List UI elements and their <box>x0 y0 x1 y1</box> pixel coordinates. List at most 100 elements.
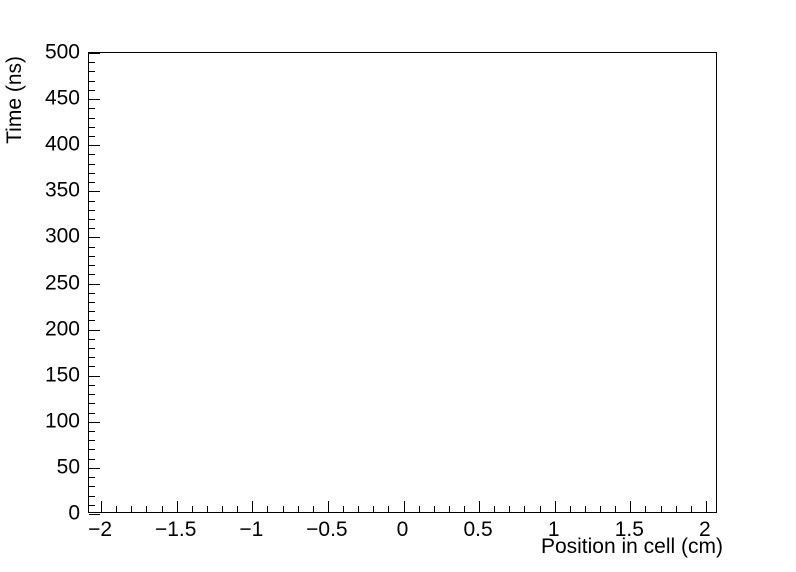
y-axis-minor-tick <box>89 495 95 497</box>
y-axis-tick-label: 150 <box>44 363 80 387</box>
x-axis-major-tick <box>176 501 178 512</box>
y-axis-minor-tick <box>89 477 95 479</box>
x-axis-major-tick <box>479 501 481 512</box>
y-axis-major-tick <box>89 145 100 147</box>
y-axis-major-tick <box>89 53 100 54</box>
y-axis-minor-tick <box>89 117 95 119</box>
x-axis-tick-label: 1.5 <box>614 518 644 541</box>
x-axis-minor-tick <box>373 506 375 512</box>
x-axis-minor-tick <box>206 506 208 512</box>
y-axis-major-tick <box>89 375 100 377</box>
y-axis-minor-tick <box>89 357 95 359</box>
y-axis-minor-tick <box>89 274 95 276</box>
y-axis-major-tick <box>89 99 100 101</box>
x-axis-tick-label: −2 <box>88 518 113 541</box>
x-axis-minor-tick <box>645 506 647 512</box>
y-axis-major-tick <box>89 237 100 239</box>
y-axis-minor-tick <box>89 246 95 248</box>
x-axis-major-tick <box>252 501 254 512</box>
y-axis-minor-tick <box>89 486 95 488</box>
y-axis-minor-tick <box>89 449 95 451</box>
y-axis-minor-tick <box>89 366 95 368</box>
x-axis-major-tick <box>705 501 707 512</box>
y-axis-minor-tick <box>89 80 95 82</box>
y-axis-minor-tick <box>89 348 95 350</box>
x-axis-major-tick <box>630 501 632 512</box>
y-axis-minor-tick <box>89 126 95 128</box>
y-axis-minor-tick <box>89 403 95 405</box>
y-axis-minor-tick <box>89 209 95 211</box>
y-axis-minor-tick <box>89 412 95 414</box>
x-axis-tick-label: −1.5 <box>154 518 197 541</box>
x-axis-tick-label: 0 <box>396 518 409 541</box>
y-axis-minor-tick <box>89 89 95 91</box>
y-axis-major-tick <box>89 467 100 469</box>
y-axis-major-tick <box>89 283 100 285</box>
y-axis-minor-tick <box>89 311 95 313</box>
x-axis-minor-tick <box>433 506 435 512</box>
y-axis-minor-tick <box>89 172 95 174</box>
y-axis-tick-label: 0 <box>68 501 80 525</box>
y-axis-major-tick <box>89 191 100 193</box>
y-axis-tick-label: 300 <box>44 224 80 248</box>
y-axis-tick-label: 250 <box>44 271 80 294</box>
y-axis-minor-tick <box>89 218 95 220</box>
x-axis-minor-tick <box>146 506 148 512</box>
x-axis-minor-tick <box>222 506 224 512</box>
y-axis-minor-tick <box>89 265 95 267</box>
x-axis-major-tick <box>403 501 405 512</box>
x-axis-minor-tick <box>524 506 526 512</box>
y-axis-tick-label: 200 <box>44 317 80 341</box>
x-axis-minor-tick <box>660 506 662 512</box>
x-axis-major-tick <box>101 501 103 512</box>
y-axis-minor-tick <box>89 394 95 396</box>
x-axis-minor-tick <box>418 506 420 512</box>
x-axis-minor-tick <box>388 506 390 512</box>
x-axis-major-tick <box>327 501 329 512</box>
x-axis-minor-tick <box>282 506 284 512</box>
x-axis-minor-tick <box>569 506 571 512</box>
x-axis-minor-tick <box>539 506 541 512</box>
x-axis-minor-tick <box>116 506 118 512</box>
x-axis-minor-tick <box>237 506 239 512</box>
x-axis-minor-tick <box>584 506 586 512</box>
y-axis-tick-label: 350 <box>44 178 80 202</box>
plot-frame <box>88 52 717 515</box>
y-axis-minor-tick <box>89 108 95 110</box>
y-axis-minor-tick <box>89 163 95 165</box>
x-axis-tick-label: 2 <box>699 518 711 541</box>
x-axis-minor-tick <box>312 506 314 512</box>
x-axis-minor-tick <box>343 506 345 512</box>
y-axis-title: Time (ns) <box>3 56 26 144</box>
y-axis-minor-tick <box>89 228 95 230</box>
x-axis-tick-label: −1 <box>239 518 264 541</box>
x-axis-tick-label: 0.5 <box>463 518 493 541</box>
x-axis-minor-tick <box>131 506 133 512</box>
y-axis-minor-tick <box>89 338 95 340</box>
y-axis-minor-tick <box>89 431 95 433</box>
x-axis-minor-tick <box>690 506 692 512</box>
x-axis-minor-tick <box>267 506 269 512</box>
x-axis-tick-label: 1 <box>547 518 560 541</box>
x-axis-title: Position in cell (cm) <box>540 535 723 558</box>
y-axis-minor-tick <box>89 182 95 184</box>
y-axis-minor-tick <box>89 301 95 303</box>
y-axis-major-tick <box>89 421 100 423</box>
x-axis-minor-tick <box>191 506 193 512</box>
x-axis-minor-tick <box>161 506 163 512</box>
x-axis-minor-tick <box>509 506 511 512</box>
x-axis-minor-tick <box>463 506 465 512</box>
x-axis-minor-tick <box>600 506 602 512</box>
y-axis-minor-tick <box>89 71 95 73</box>
x-axis-minor-tick <box>615 506 617 512</box>
y-axis-minor-tick <box>89 320 95 322</box>
y-axis-tick-label: 500 <box>44 40 80 64</box>
x-axis-minor-tick <box>675 506 677 512</box>
y-axis-minor-tick <box>89 62 95 64</box>
y-axis-minor-tick <box>89 135 95 137</box>
x-axis-tick-label: −0.5 <box>306 518 348 541</box>
y-axis-tick-label: 400 <box>44 132 80 156</box>
x-axis-minor-tick <box>494 506 496 512</box>
y-axis-major-tick <box>89 329 100 331</box>
x-axis-minor-tick <box>297 506 299 512</box>
